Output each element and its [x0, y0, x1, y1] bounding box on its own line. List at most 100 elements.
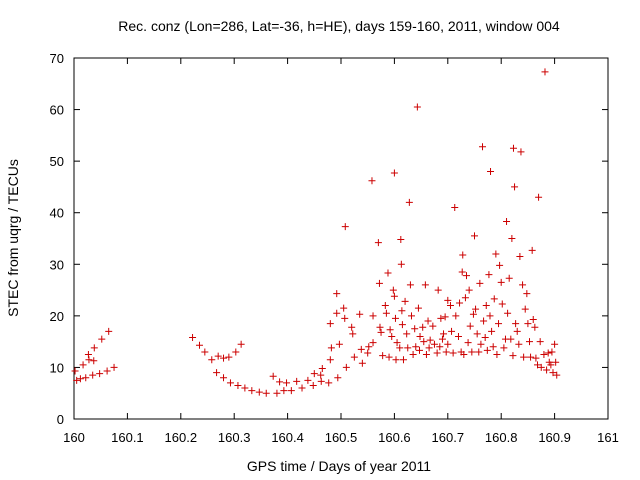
data-point	[255, 388, 263, 396]
y-axis: 0 10 20 30 40 50 60 70	[50, 51, 608, 427]
data-point	[333, 290, 341, 298]
data-point	[471, 232, 478, 240]
data-point	[482, 302, 490, 310]
data-point	[357, 345, 365, 353]
data-point	[444, 340, 452, 348]
x-tick-label: 160.6	[378, 430, 411, 445]
data-point	[466, 322, 474, 330]
data-point	[508, 235, 516, 242]
data-point	[460, 351, 468, 359]
data-point	[543, 366, 551, 374]
data-point	[451, 204, 459, 212]
data-point	[342, 363, 350, 371]
data-point	[398, 307, 406, 315]
data-point	[376, 323, 384, 331]
data-point	[241, 384, 249, 392]
data-point	[226, 379, 234, 387]
data-point	[393, 339, 401, 347]
data-point	[448, 327, 456, 335]
plot-border	[73, 57, 609, 420]
data-point	[364, 349, 372, 357]
data-point	[422, 351, 430, 359]
data-point	[481, 334, 489, 342]
data-point	[225, 353, 233, 361]
data-point	[537, 363, 545, 371]
data-point	[317, 377, 325, 385]
data-point	[495, 320, 503, 328]
x-tick-label: 161	[597, 430, 619, 445]
data-point	[434, 286, 442, 294]
data-point	[534, 361, 542, 369]
data-point	[248, 387, 256, 395]
y-tick-label: 40	[50, 206, 64, 221]
x-tick-label: 160.9	[538, 430, 571, 445]
data-point	[476, 279, 484, 287]
data-point	[396, 344, 404, 352]
data-point	[436, 343, 444, 351]
y-tick-label: 30	[50, 257, 64, 272]
data-point	[334, 374, 342, 382]
data-point	[441, 313, 449, 321]
data-point	[552, 358, 560, 366]
data-point	[504, 309, 512, 317]
data-point	[531, 323, 539, 331]
data-point	[384, 269, 392, 277]
data-point	[523, 290, 531, 298]
data-point	[540, 351, 548, 359]
data-point	[449, 349, 457, 357]
data-point	[509, 144, 517, 152]
data-point	[327, 344, 335, 352]
data-point	[461, 294, 469, 302]
x-tick-label: 160.5	[325, 430, 358, 445]
data-point	[389, 286, 397, 294]
y-tick-label: 0	[57, 412, 64, 427]
data-point	[76, 375, 84, 383]
data-point	[515, 340, 523, 348]
data-point	[317, 371, 325, 379]
y-tick-label: 70	[50, 51, 64, 66]
data-point	[103, 367, 111, 375]
chart-title: Rec. conz (Lon=286, Lat=-36, h=HE), days…	[118, 18, 560, 34]
data-point	[416, 332, 424, 340]
data-point	[551, 340, 559, 348]
data-point	[446, 302, 454, 310]
data-point	[419, 323, 427, 331]
y-axis-label: STEC from uqrg / TECUs	[5, 159, 21, 317]
data-point	[544, 349, 552, 357]
data-point	[326, 356, 334, 364]
data-point	[90, 357, 98, 365]
plot-frame	[73, 57, 609, 420]
data-point	[401, 297, 409, 305]
data-point	[234, 381, 242, 389]
data-point	[549, 369, 557, 377]
data-point	[415, 346, 423, 354]
data-point	[276, 378, 284, 386]
data-point	[214, 352, 222, 360]
data-point	[437, 314, 445, 322]
data-point	[527, 353, 535, 361]
data-point	[511, 183, 519, 191]
data-point	[73, 376, 81, 384]
data-point	[493, 351, 501, 359]
data-point	[335, 340, 343, 348]
data-point	[526, 338, 534, 346]
data-point	[365, 343, 373, 351]
data-point	[90, 344, 98, 352]
data-point	[369, 312, 377, 320]
data-point	[458, 268, 466, 276]
data-point	[516, 253, 524, 261]
data-point	[309, 381, 317, 389]
data-point	[298, 384, 306, 392]
data-point	[487, 167, 495, 175]
data-point	[340, 304, 348, 312]
data-point	[391, 314, 399, 322]
data-point	[220, 354, 228, 362]
x-tick-label: 160.7	[432, 430, 465, 445]
data-point	[390, 169, 398, 177]
data-point	[536, 338, 544, 346]
data-point	[483, 346, 491, 354]
data-point	[503, 217, 511, 225]
data-point	[412, 343, 420, 351]
x-tick-label: 160.1	[111, 430, 144, 445]
y-tick-label: 50	[50, 154, 64, 169]
